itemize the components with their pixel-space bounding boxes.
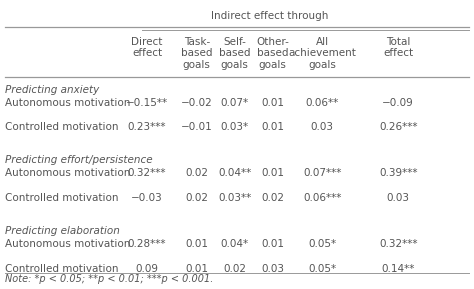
Text: based: based: [181, 49, 212, 58]
Text: Indirect effect through: Indirect effect through: [211, 11, 329, 21]
Text: −0.01: −0.01: [181, 122, 212, 132]
Text: 0.01: 0.01: [185, 239, 208, 249]
Text: 0.01: 0.01: [261, 239, 284, 249]
Text: −0.09: −0.09: [383, 98, 414, 108]
Text: 0.26***: 0.26***: [379, 122, 418, 132]
Text: Total: Total: [386, 37, 410, 47]
Text: Autonomous motivation: Autonomous motivation: [5, 239, 130, 249]
Text: 0.03: 0.03: [311, 122, 334, 132]
Text: 0.39***: 0.39***: [379, 168, 418, 178]
Text: −0.15**: −0.15**: [126, 98, 168, 108]
Text: 0.05*: 0.05*: [308, 264, 337, 274]
Text: −0.02: −0.02: [181, 98, 212, 108]
Text: goals: goals: [259, 60, 286, 70]
Text: 0.03**: 0.03**: [218, 193, 251, 203]
Text: 0.07*: 0.07*: [220, 98, 249, 108]
Text: goals: goals: [309, 60, 336, 70]
Text: 0.09: 0.09: [136, 264, 158, 274]
Text: Task-: Task-: [183, 37, 210, 47]
Text: 0.23***: 0.23***: [128, 122, 166, 132]
Text: 0.03: 0.03: [261, 264, 284, 274]
Text: 0.03*: 0.03*: [220, 122, 249, 132]
Text: 0.01: 0.01: [261, 98, 284, 108]
Text: 0.07***: 0.07***: [303, 168, 341, 178]
Text: effect: effect: [132, 49, 162, 58]
Text: based: based: [257, 49, 288, 58]
Text: Autonomous motivation: Autonomous motivation: [5, 98, 130, 108]
Text: 0.32***: 0.32***: [379, 239, 418, 249]
Text: Autonomous motivation: Autonomous motivation: [5, 168, 130, 178]
Text: Controlled motivation: Controlled motivation: [5, 193, 118, 203]
Text: Other-: Other-: [256, 37, 289, 47]
Text: 0.01: 0.01: [185, 264, 208, 274]
Text: 0.28***: 0.28***: [128, 239, 166, 249]
Text: 0.04*: 0.04*: [220, 239, 249, 249]
Text: 0.03: 0.03: [387, 193, 410, 203]
Text: 0.32***: 0.32***: [128, 168, 166, 178]
Text: goals: goals: [183, 60, 210, 70]
Text: Note: *p < 0.05; **p < 0.01; ***p < 0.001.: Note: *p < 0.05; **p < 0.01; ***p < 0.00…: [5, 274, 213, 284]
Text: Predicting elaboration: Predicting elaboration: [5, 226, 119, 236]
Text: 0.02: 0.02: [223, 264, 246, 274]
Text: All: All: [316, 37, 329, 47]
Text: based: based: [219, 49, 250, 58]
Text: 0.05*: 0.05*: [308, 239, 337, 249]
Text: 0.01: 0.01: [261, 122, 284, 132]
Text: 0.04**: 0.04**: [218, 168, 251, 178]
Text: achievement: achievement: [288, 49, 356, 58]
Text: effect: effect: [383, 49, 413, 58]
Text: Self-: Self-: [223, 37, 246, 47]
Text: Controlled motivation: Controlled motivation: [5, 122, 118, 132]
Text: 0.02: 0.02: [261, 193, 284, 203]
Text: 0.14**: 0.14**: [382, 264, 415, 274]
Text: 0.02: 0.02: [185, 168, 208, 178]
Text: 0.01: 0.01: [261, 168, 284, 178]
Text: 0.06**: 0.06**: [306, 98, 339, 108]
Text: Predicting anxiety: Predicting anxiety: [5, 85, 99, 95]
Text: 0.02: 0.02: [185, 193, 208, 203]
Text: Controlled motivation: Controlled motivation: [5, 264, 118, 274]
Text: 0.06***: 0.06***: [303, 193, 341, 203]
Text: −0.03: −0.03: [131, 193, 163, 203]
Text: goals: goals: [221, 60, 248, 70]
Text: Direct: Direct: [131, 37, 163, 47]
Text: Predicting effort/persistence: Predicting effort/persistence: [5, 155, 152, 165]
